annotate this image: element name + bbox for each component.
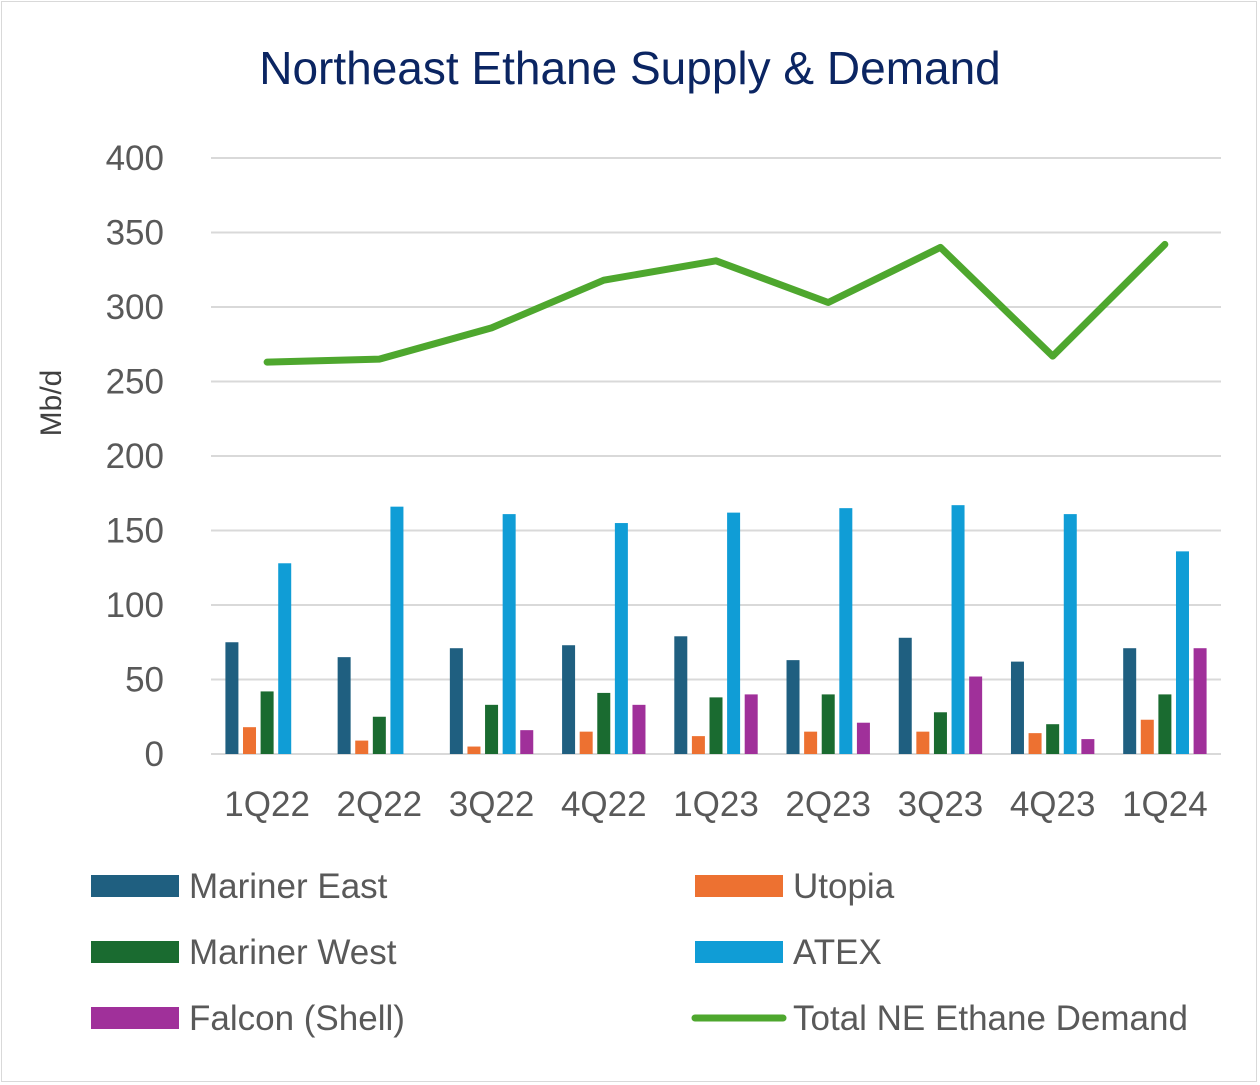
y-tick-label: 150: [106, 512, 164, 551]
bar-mariner-east-2q22: [337, 657, 351, 754]
x-tick-label: 3Q23: [898, 785, 984, 824]
bar-mariner-east-3q22: [449, 648, 463, 754]
legend-label-falcon-shell: Falcon (Shell): [189, 999, 405, 1038]
y-tick-label: 350: [106, 214, 164, 253]
bar-utopia-1q24: [1140, 719, 1154, 754]
bar-utopia-2q23: [804, 731, 818, 754]
legend-swatch-mariner-west: [91, 941, 179, 963]
bar-utopia-3q22: [467, 746, 481, 754]
bar-mariner-east-1q24: [1123, 648, 1137, 754]
bar-mariner-west-1q24: [1158, 694, 1172, 754]
legend-label-total-ne-ethane-demand: Total NE Ethane Demand: [793, 999, 1188, 1038]
bar-falcon-shell-1q23: [744, 694, 758, 754]
bar-mariner-west-4q23: [1046, 724, 1060, 754]
bar-atex-1q23: [727, 512, 741, 754]
bar-atex-3q22: [502, 514, 516, 754]
bar-atex-4q23: [1063, 514, 1077, 754]
bar-utopia-2q22: [355, 740, 369, 754]
x-tick-label: 1Q23: [673, 785, 759, 824]
bar-atex-3q23: [951, 505, 965, 754]
bar-falcon-shell-3q22: [520, 730, 534, 754]
y-tick-label: 250: [106, 363, 164, 402]
y-tick-label: 100: [106, 586, 164, 625]
x-tick-label: 1Q24: [1122, 785, 1208, 824]
legend-swatch-utopia: [695, 875, 783, 897]
bar-atex-4q22: [614, 523, 628, 754]
bar-atex-1q24: [1175, 551, 1189, 754]
x-tick-label: 1Q22: [224, 785, 310, 824]
bar-atex-1q22: [278, 563, 292, 754]
y-axis-label: Mb/d: [35, 370, 68, 437]
y-axis-ticks: 0 50 100 150 200 250 300 350 400: [106, 139, 164, 774]
bar-mariner-west-1q22: [260, 691, 274, 754]
bar-utopia-4q23: [1028, 733, 1042, 754]
bar-mariner-east-4q22: [562, 645, 576, 754]
bar-falcon-shell-3q23: [969, 676, 983, 754]
x-tick-label: 4Q23: [1010, 785, 1096, 824]
y-tick-label: 200: [106, 437, 164, 476]
bar-mariner-east-3q23: [898, 637, 912, 754]
x-tick-label: 4Q22: [561, 785, 647, 824]
bar-utopia-4q22: [579, 731, 593, 754]
bar-mariner-east-2q23: [786, 660, 800, 754]
bar-falcon-shell-4q23: [1081, 739, 1095, 754]
legend-swatch-mariner-east: [91, 875, 179, 897]
bar-mariner-east-1q23: [674, 636, 688, 754]
x-tick-label: 2Q22: [337, 785, 423, 824]
bar-mariner-west-4q22: [597, 692, 611, 754]
y-tick-label: 300: [106, 288, 164, 327]
x-tick-label: 2Q23: [785, 785, 871, 824]
bar-falcon-shell-4q22: [632, 704, 646, 754]
bar-atex-2q23: [839, 508, 853, 754]
bar-mariner-east-1q22: [225, 642, 239, 754]
bar-utopia-3q23: [916, 731, 930, 754]
bar-falcon-shell-2q23: [856, 722, 870, 754]
bar-falcon-shell-1q24: [1193, 648, 1207, 754]
bar-mariner-west-3q23: [933, 712, 947, 754]
legend-swatch-falcon-shell: [91, 1007, 179, 1029]
legend: Mariner East Utopia Mariner West ATEX Falcon…: [91, 867, 1188, 1038]
bar-mariner-west-3q22: [485, 704, 499, 754]
bar-series: [225, 505, 1207, 754]
y-tick-label: 0: [145, 735, 164, 774]
chart-title: Northeast Ethane Supply & Demand: [259, 42, 1001, 94]
bar-utopia-1q23: [691, 736, 705, 754]
line-series: [263, 240, 1169, 366]
bar-mariner-east-4q23: [1010, 661, 1024, 754]
legend-label-atex: ATEX: [793, 933, 882, 972]
bar-mariner-west-2q23: [821, 694, 835, 754]
x-tick-label: 3Q22: [449, 785, 535, 824]
bar-utopia-1q22: [243, 727, 257, 754]
legend-label-mariner-west: Mariner West: [189, 933, 397, 972]
x-axis-ticks: 1Q22 2Q22 3Q22 4Q22 1Q23 2Q23 3Q23 4Q23 1Q24: [224, 785, 1207, 824]
y-tick-label: 400: [106, 139, 164, 178]
bar-mariner-west-1q23: [709, 697, 723, 754]
legend-label-mariner-east: Mariner East: [189, 867, 388, 906]
bar-atex-2q22: [390, 506, 404, 754]
line-total-ne-ethane-demand: [263, 240, 1169, 366]
bar-mariner-west-2q22: [372, 716, 386, 754]
legend-swatch-atex: [695, 941, 783, 963]
y-tick-label: 50: [125, 661, 164, 700]
legend-label-utopia: Utopia: [793, 867, 895, 906]
